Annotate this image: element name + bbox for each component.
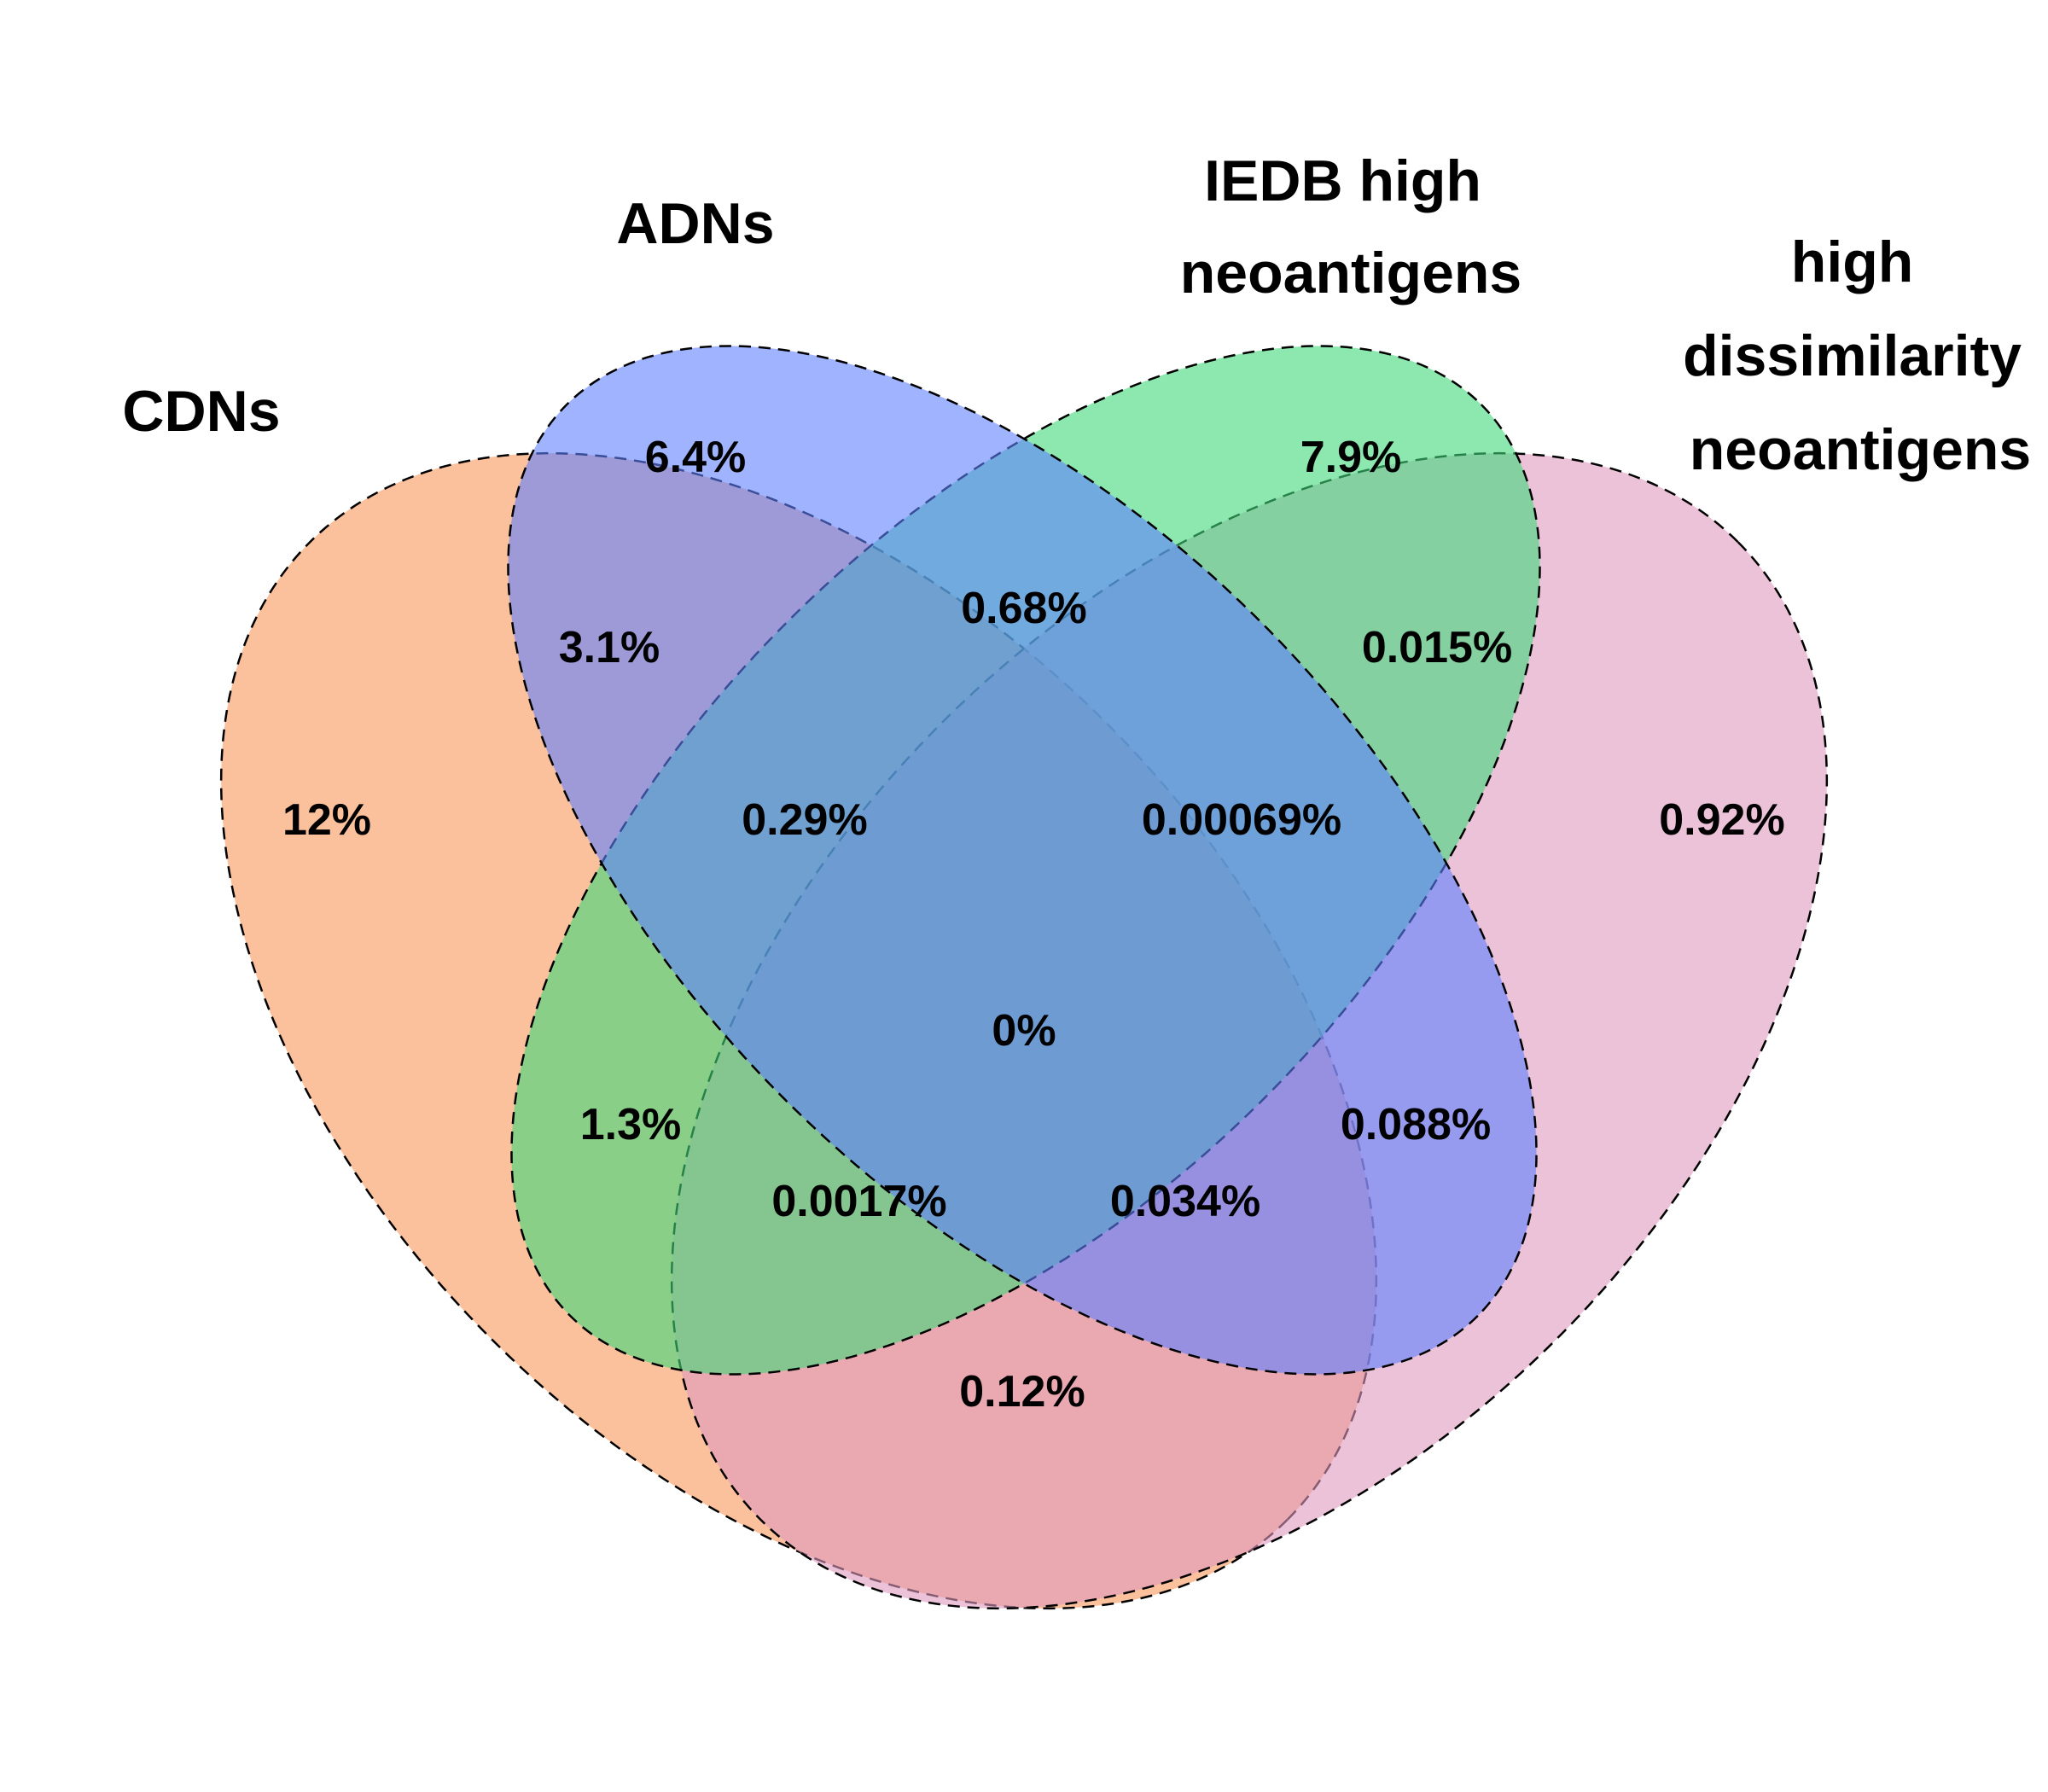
region-label-dissim-only: 0.92%	[1659, 795, 1784, 845]
region-label-cdns-adns-dissim: 0.034%	[1110, 1177, 1260, 1226]
region-label-cdns-iedb: 1.3%	[580, 1100, 682, 1149]
adns-ellipse	[507, 345, 1538, 1376]
region-label-cdns-iedb-dissim: 0.0017%	[771, 1177, 946, 1226]
region-label-adns-iedb-dissim: 0.00069%	[1142, 795, 1341, 845]
iedb-label: IEDB high neoantigens	[1180, 148, 1522, 305]
region-labels: 12% 6.4% 7.9% 0.92% 3.1% 0.68% 0.015% 0.…	[282, 433, 1785, 1417]
region-label-adns-iedb: 0.68%	[961, 584, 1086, 633]
region-label-cdns-only: 12%	[282, 795, 371, 845]
region-label-cdns-adns: 3.1%	[559, 623, 660, 672]
region-label-adns-only: 6.4%	[645, 433, 747, 482]
region-label-all-four: 0%	[992, 1006, 1056, 1056]
region-label-iedb-dissim: 0.015%	[1362, 623, 1512, 672]
adns-label: ADNs	[616, 191, 774, 256]
cdns-label: CDNs	[122, 379, 280, 444]
set-labels: CDNs ADNs IEDB high neoantigens high dis…	[122, 148, 2038, 482]
set-ellipses	[219, 345, 1829, 1610]
region-label-adns-dissim: 0.088%	[1341, 1100, 1491, 1149]
region-label-iedb-only: 7.9%	[1300, 433, 1402, 482]
region-label-cdns-adns-iedb: 0.29%	[742, 795, 867, 845]
region-label-cdns-dissim: 0.12%	[959, 1367, 1085, 1417]
high-dissimilarity-label: high dissimilarity neoantigens	[1683, 230, 2038, 482]
